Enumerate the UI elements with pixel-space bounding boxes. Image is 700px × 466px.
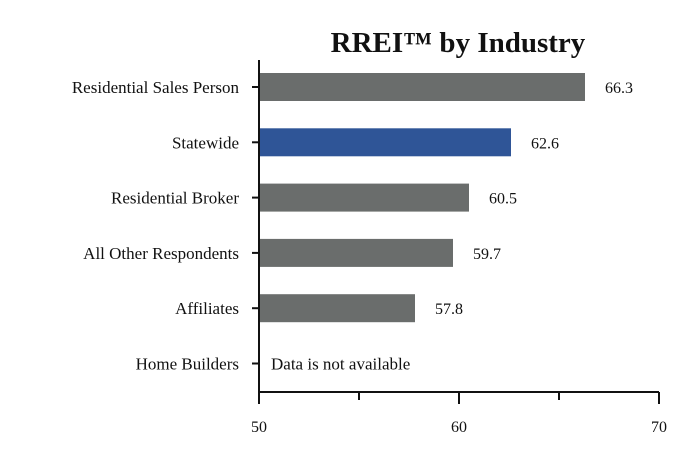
x-tick-label: 70 <box>651 419 667 436</box>
plot-area: Residential Sales Person 66.3 Statewide 62.… <box>72 60 667 436</box>
category-label: Home Builders <box>136 355 239 374</box>
bar <box>260 73 585 101</box>
x-tick-label: 60 <box>451 419 467 436</box>
category-label: Residential Sales Person <box>72 78 240 97</box>
category-label: Affiliates <box>175 299 239 318</box>
chart-title: RREI™ by Industry <box>331 27 586 59</box>
data-label: 62.6 <box>531 135 559 152</box>
data-label: 59.7 <box>473 246 501 263</box>
bar <box>260 294 415 323</box>
category-label: Statewide <box>172 133 239 152</box>
category-label: Residential Broker <box>111 189 239 208</box>
category-label: All Other Respondents <box>83 244 239 263</box>
bar <box>260 128 511 157</box>
data-label: 66.3 <box>605 80 633 97</box>
data-label: 60.5 <box>489 191 517 208</box>
data-label: 57.8 <box>435 301 463 318</box>
bar <box>260 238 453 267</box>
x-tick-label: 50 <box>251 419 267 436</box>
bar <box>260 183 469 212</box>
unavailable-note: Data is not available <box>271 355 410 374</box>
